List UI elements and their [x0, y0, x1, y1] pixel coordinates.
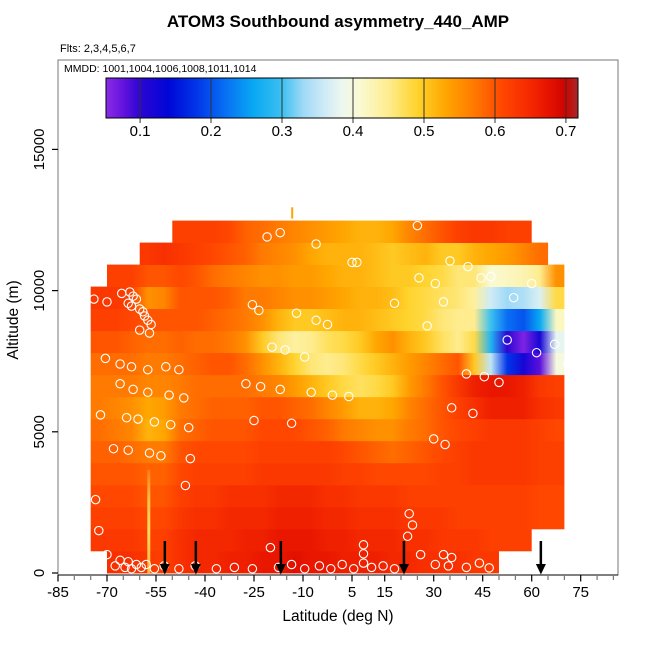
svg-text:0.2: 0.2	[201, 123, 222, 140]
svg-text:-40: -40	[194, 584, 216, 601]
top-marker-tick	[291, 207, 294, 219]
altitude-streak	[147, 469, 151, 573]
mmdd-note: MMDD: 1001,1004,1006,1008,1011,1014	[64, 63, 257, 75]
svg-text:0.6: 0.6	[485, 123, 506, 140]
chart-title: ATOM3 Southbound asymmetry_440_AMP	[166, 12, 510, 31]
svg-text:0.3: 0.3	[272, 123, 293, 140]
svg-text:5: 5	[348, 584, 356, 601]
svg-text:60: 60	[523, 584, 540, 601]
svg-text:0.1: 0.1	[130, 123, 151, 140]
svg-text:5000: 5000	[31, 415, 48, 448]
svg-text:-10: -10	[292, 584, 314, 601]
svg-text:10000: 10000	[31, 270, 48, 312]
svg-text:30: 30	[425, 584, 442, 601]
svg-text:75: 75	[572, 584, 589, 601]
svg-text:0.4: 0.4	[343, 123, 364, 140]
colorbar: 0.1 0.2 0.3 0.4 0.5 0.6 0.7	[105, 77, 579, 140]
y-axis-title: Altitude (m)	[5, 280, 22, 360]
svg-text:0: 0	[31, 569, 48, 577]
svg-text:-85: -85	[47, 584, 69, 601]
x-axis-title: Latitude (deg N)	[282, 608, 394, 625]
scatter-points	[89, 220, 573, 574]
x-axis-ticks: -85 -70 -55 -40 -25 -10 5 15 30 45 60 75	[47, 575, 615, 601]
svg-text:-25: -25	[243, 584, 265, 601]
y-axis-ticks: 0 5000 10000 15000	[31, 129, 58, 577]
svg-text:15: 15	[376, 584, 393, 601]
profile-arrows	[159, 541, 546, 575]
flights-note: Flts: 2,3,4,5,6,7	[60, 43, 136, 55]
svg-text:15000: 15000	[31, 129, 48, 171]
svg-text:0.5: 0.5	[414, 123, 435, 140]
svg-text:-55: -55	[145, 584, 167, 601]
svg-text:45: 45	[474, 584, 491, 601]
svg-text:-70: -70	[96, 584, 118, 601]
svg-text:0.7: 0.7	[555, 123, 576, 140]
